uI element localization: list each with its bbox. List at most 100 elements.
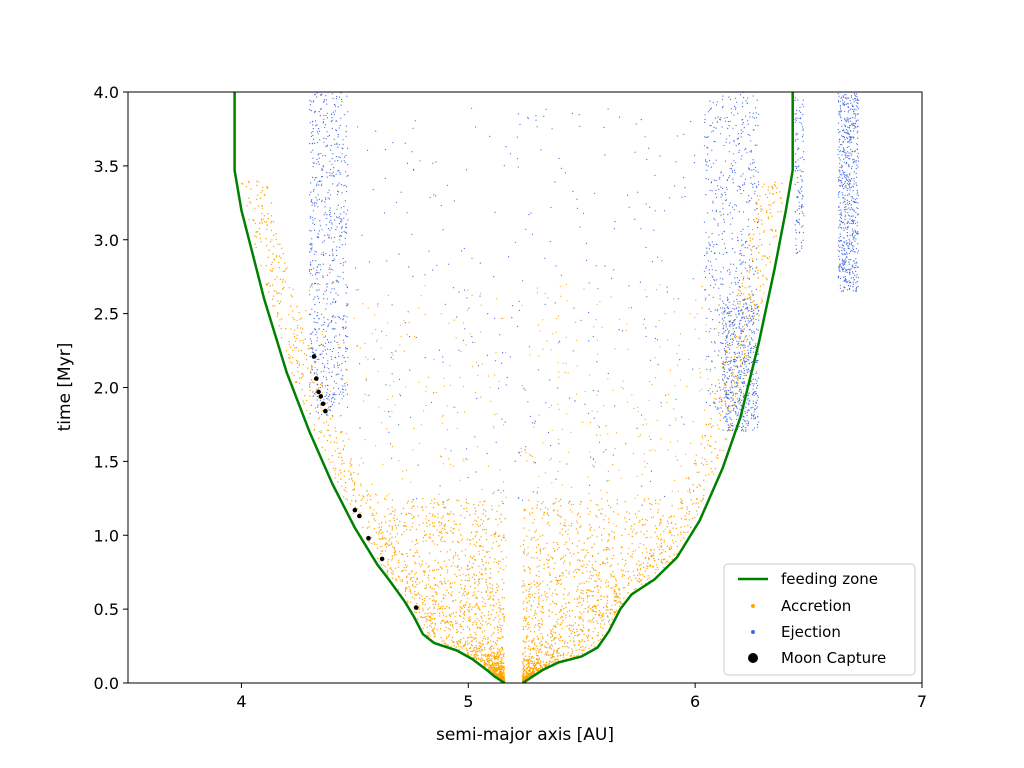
accretion-point [529, 512, 531, 514]
ejection-point [340, 262, 342, 265]
ejection-point [327, 363, 329, 365]
ejection-point [346, 232, 348, 234]
accretion-point [620, 552, 622, 554]
accretion-point [474, 513, 476, 515]
ejection-point [332, 171, 334, 173]
accretion-point [533, 665, 535, 667]
accretion-point [433, 358, 435, 361]
ejection-point [730, 112, 733, 114]
accretion-point [471, 294, 473, 297]
ejection-point [325, 353, 328, 355]
accretion-point [536, 645, 538, 648]
accretion-point [476, 622, 478, 624]
accretion-point [739, 386, 741, 389]
accretion-point [537, 592, 540, 594]
ejection-point [317, 412, 319, 414]
accretion-point [657, 511, 659, 513]
accretion-point [501, 659, 503, 661]
accretion-point [619, 593, 621, 595]
accretion-point [453, 406, 455, 408]
accretion-point [605, 609, 608, 611]
accretion-point [561, 428, 563, 430]
ejection-point [329, 254, 331, 256]
ejection-point [316, 358, 318, 360]
accretion-point [373, 514, 375, 516]
accretion-point [718, 412, 721, 414]
ejection-point [727, 299, 729, 302]
accretion-point [484, 515, 487, 517]
accretion-point [396, 533, 398, 535]
ejection-point [309, 382, 311, 384]
accretion-point [542, 600, 544, 602]
accretion-point [423, 534, 426, 537]
accretion-point [773, 201, 776, 203]
accretion-point [438, 586, 440, 588]
accretion-point [474, 581, 476, 583]
ejection-point [332, 183, 334, 185]
accretion-point [298, 312, 300, 314]
ejection-point [333, 113, 335, 115]
accretion-point [597, 599, 599, 601]
accretion-point [471, 650, 473, 653]
ejection-point [710, 125, 712, 127]
accretion-point [470, 539, 472, 541]
ejection-point [338, 223, 340, 225]
accretion-point [580, 646, 582, 648]
accretion-point [591, 595, 593, 597]
accretion-point [718, 382, 721, 384]
accretion-point [580, 589, 582, 591]
accretion-point [402, 470, 404, 472]
accretion-point [533, 614, 535, 616]
accretion-point [470, 654, 472, 656]
accretion-point [384, 566, 386, 568]
accretion-point [302, 376, 304, 378]
accretion-point [603, 623, 606, 625]
accretion-point [497, 615, 499, 617]
ejection-point [346, 406, 349, 408]
accretion-point [682, 531, 684, 533]
ejection-point [314, 329, 317, 331]
accretion-point [456, 642, 459, 645]
ejection-point [337, 387, 340, 390]
accretion-point [526, 535, 528, 537]
accretion-point [249, 201, 251, 203]
ejection-point [343, 114, 345, 116]
accretion-point [523, 674, 525, 676]
accretion-point [445, 531, 447, 534]
accretion-point [732, 398, 735, 400]
ejection-point [314, 362, 316, 364]
accretion-point [588, 595, 590, 597]
ejection-point [327, 325, 329, 328]
accretion-point [367, 307, 369, 309]
accretion-point [254, 235, 256, 237]
accretion-point [441, 527, 443, 529]
accretion-point [569, 563, 571, 565]
accretion-point [385, 495, 387, 497]
accretion-point [345, 498, 347, 500]
accretion-point [492, 661, 494, 663]
accretion-point [467, 652, 469, 654]
accretion-point [534, 531, 536, 533]
accretion-point [493, 561, 495, 563]
accretion-point [386, 322, 389, 324]
accretion-point [619, 597, 621, 599]
accretion-point [274, 305, 276, 307]
accretion-point [599, 563, 601, 566]
accretion-point [386, 428, 388, 430]
accretion-point [685, 518, 688, 520]
accretion-point [538, 583, 540, 586]
accretion-point [365, 356, 367, 358]
accretion-point [437, 562, 439, 564]
accretion-point [407, 500, 409, 502]
accretion-point [537, 324, 539, 326]
accretion-point [278, 302, 281, 305]
accretion-point [440, 600, 442, 603]
accretion-point [502, 317, 504, 320]
accretion-point [492, 633, 494, 635]
accretion-point [579, 526, 581, 528]
ejection-point [345, 350, 347, 352]
ejection-point [335, 129, 337, 131]
accretion-point [411, 507, 413, 509]
accretion-point [770, 204, 772, 206]
accretion-point [370, 498, 372, 501]
